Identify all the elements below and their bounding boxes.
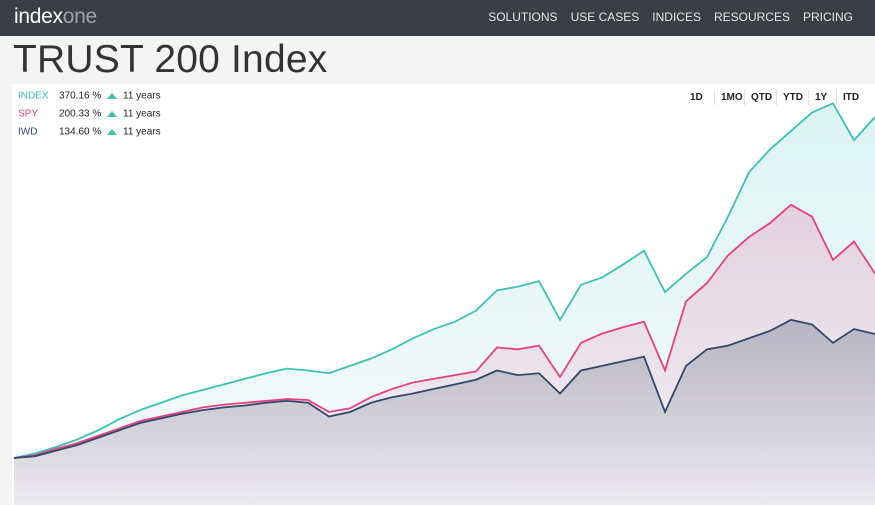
logo[interactable]: indexone [14, 5, 97, 29]
nav-link[interactable]: RESOURCES [713, 10, 790, 24]
legend-total: 370.16 % [59, 91, 101, 102]
up-arrow [107, 129, 117, 135]
logo-index: index [14, 5, 63, 28]
range-button[interactable]: YTD [776, 90, 809, 105]
range-button[interactable]: 1Y [808, 90, 833, 105]
nav-link[interactable]: INDICES [652, 10, 701, 24]
nav-link[interactable]: USE CASES [570, 10, 640, 24]
line [13, 102, 875, 459]
legend-period: 11 years [123, 109, 161, 120]
nav-link[interactable]: PRICING [802, 10, 853, 24]
range-button[interactable]: ITD [836, 90, 865, 105]
legend-name: SPY [18, 109, 38, 120]
range-button[interactable]: 1MO [714, 90, 749, 105]
up-arrow [107, 93, 117, 99]
legend-period: 11 years [123, 127, 161, 138]
legend-total: 134.60 % [59, 127, 101, 138]
nav: SOLUTIONS USE CASES INDICES RESOURCES PRICIN… [475, 10, 853, 24]
nav-link[interactable]: SOLUTIONS [488, 10, 558, 24]
range-button[interactable]: QTD [744, 90, 778, 105]
legend-period: 11 years [123, 91, 161, 102]
range-button[interactable]: 1D [690, 92, 703, 103]
legend-name: INDEX [18, 91, 49, 102]
logo-one: one [62, 5, 97, 28]
line [13, 318, 875, 459]
header: indexone SOLUTIONS USE CASES INDICES RESOUR… [0, 0, 875, 36]
legend-name: IWD [18, 127, 37, 138]
up-arrow [107, 111, 117, 117]
area [14, 319, 875, 505]
line [13, 203, 875, 459]
legend-total: 200.33 % [59, 109, 101, 120]
page-title: TRUST 200 Index [13, 38, 328, 81]
